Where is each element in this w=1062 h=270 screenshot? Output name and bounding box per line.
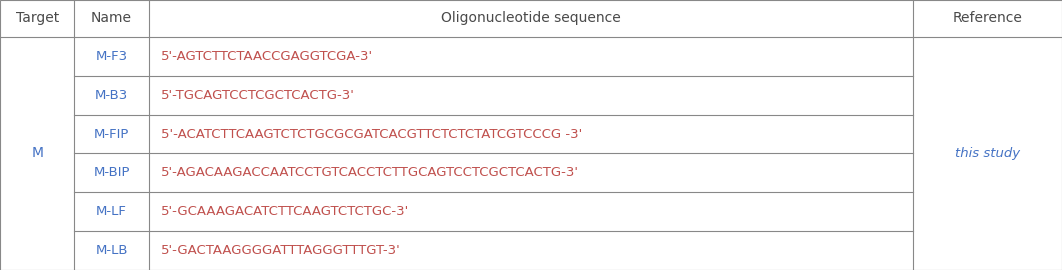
Text: M-BIP: M-BIP xyxy=(93,166,130,179)
Text: 5'-GCAAAGACATCTTCAAGTCTCTGC-3': 5'-GCAAAGACATCTTCAAGTCTCTGC-3' xyxy=(161,205,410,218)
Text: M-B3: M-B3 xyxy=(95,89,129,102)
Text: M-F3: M-F3 xyxy=(96,50,127,63)
Text: 5'-AGACAAGACCAATCCTGTCACCTCTTGCAGTCCTCGCTCACTG-3': 5'-AGACAAGACCAATCCTGTCACCTCTTGCAGTCCTCGC… xyxy=(161,166,580,179)
Text: 5'-ACATCTTCAAGTCTCTGCGCGATCACGTTCTCTCTATCGTCCCG -3': 5'-ACATCTTCAAGTCTCTGCGCGATCACGTTCTCTCTAT… xyxy=(161,128,583,141)
Text: Target: Target xyxy=(16,12,58,25)
Text: 5'-GACTAAGGGGATTTAGGGTTTGT-3': 5'-GACTAAGGGGATTTAGGGTTTGT-3' xyxy=(161,244,401,257)
Text: M-LF: M-LF xyxy=(96,205,127,218)
Text: 5'-AGTCTTCTAACCGAGGTCGA-3': 5'-AGTCTTCTAACCGAGGTCGA-3' xyxy=(161,50,374,63)
Text: M-FIP: M-FIP xyxy=(93,128,130,141)
Text: 5'-TGCAGTCCTCGCTCACTG-3': 5'-TGCAGTCCTCGCTCACTG-3' xyxy=(161,89,356,102)
Text: this study: this study xyxy=(955,147,1021,160)
Text: Name: Name xyxy=(91,12,132,25)
Text: M-LB: M-LB xyxy=(96,244,127,257)
Text: Oligonucleotide sequence: Oligonucleotide sequence xyxy=(441,12,621,25)
Text: M: M xyxy=(31,147,44,160)
Text: Reference: Reference xyxy=(953,12,1023,25)
